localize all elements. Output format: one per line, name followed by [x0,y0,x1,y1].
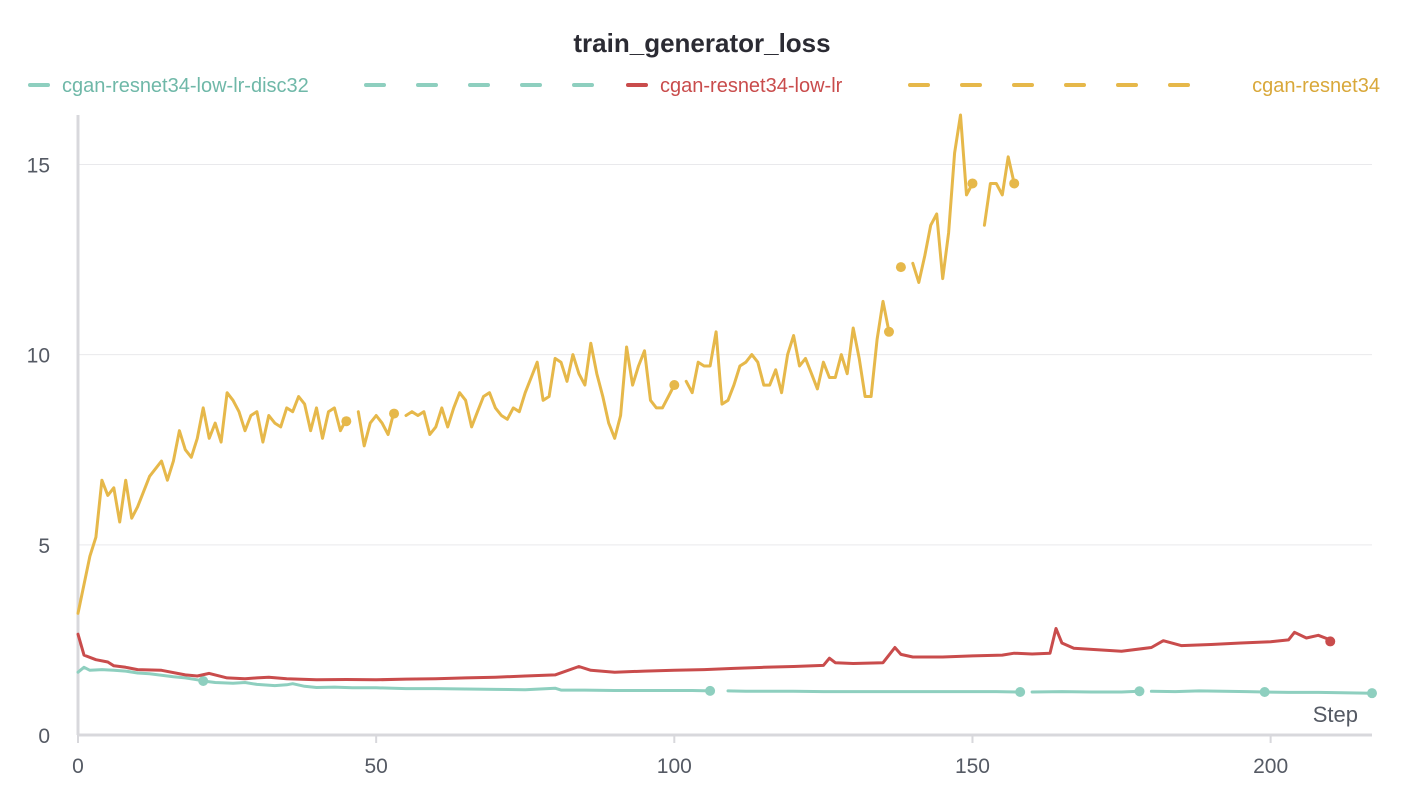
x-tick-label-50: 50 [364,755,387,778]
chart-title: train_generator_loss [573,28,830,58]
legend-item-cgan-resnet34-low-lr-disc32[interactable]: cgan-resnet34-low-lr-disc32 [28,75,602,97]
legend: cgan-resnet34-low-lr-disc32 cgan-resnet3… [28,75,1380,97]
y-tick-label-10: 10 [27,345,50,368]
series-2-marker-4 [895,262,906,273]
series-line-2 [76,113,1016,615]
y-tick-label-5: 5 [38,535,50,558]
grid [78,163,1372,546]
series-0-marker-3 [1134,686,1145,697]
series-2-marker-1 [389,408,400,419]
series-line-0 [76,665,1374,695]
series-2-marker-2 [669,380,680,391]
x-tick-label-100: 100 [657,755,692,778]
y-tick-label-0: 0 [38,725,50,748]
legend-label-low-lr-disc32: cgan-resnet34-low-lr-disc32 [62,75,309,97]
series-0-marker-0 [198,675,209,686]
series-0-marker-5 [1367,688,1377,699]
y-tick-label-15: 15 [27,154,50,177]
legend-label-low-lr: cgan-resnet34-low-lr [660,75,843,97]
x-tick-label-200: 200 [1253,755,1288,778]
series-1-marker-0 [1325,636,1336,647]
legend-item-cgan-resnet34-low-lr[interactable]: cgan-resnet34-low-lr [626,75,843,97]
x-tick-label-150: 150 [955,755,990,778]
series-0-marker-1 [705,685,716,696]
series-2-marker-3 [883,326,894,337]
series-0-marker-4 [1259,687,1270,698]
series-line-1 [76,627,1332,682]
series-2-marker-6 [1009,178,1020,189]
legend-item-cgan-resnet34[interactable]: cgan-resnet34 [908,75,1380,97]
series-0-marker-2 [1015,687,1026,698]
x-tick-label-0: 0 [72,755,84,778]
series-layer [76,113,1377,699]
series-2-marker-0 [341,416,352,427]
legend-label-resnet34: cgan-resnet34 [1252,75,1380,97]
x-axis-label: Step [1313,702,1358,727]
series-2-marker-5 [967,178,978,189]
